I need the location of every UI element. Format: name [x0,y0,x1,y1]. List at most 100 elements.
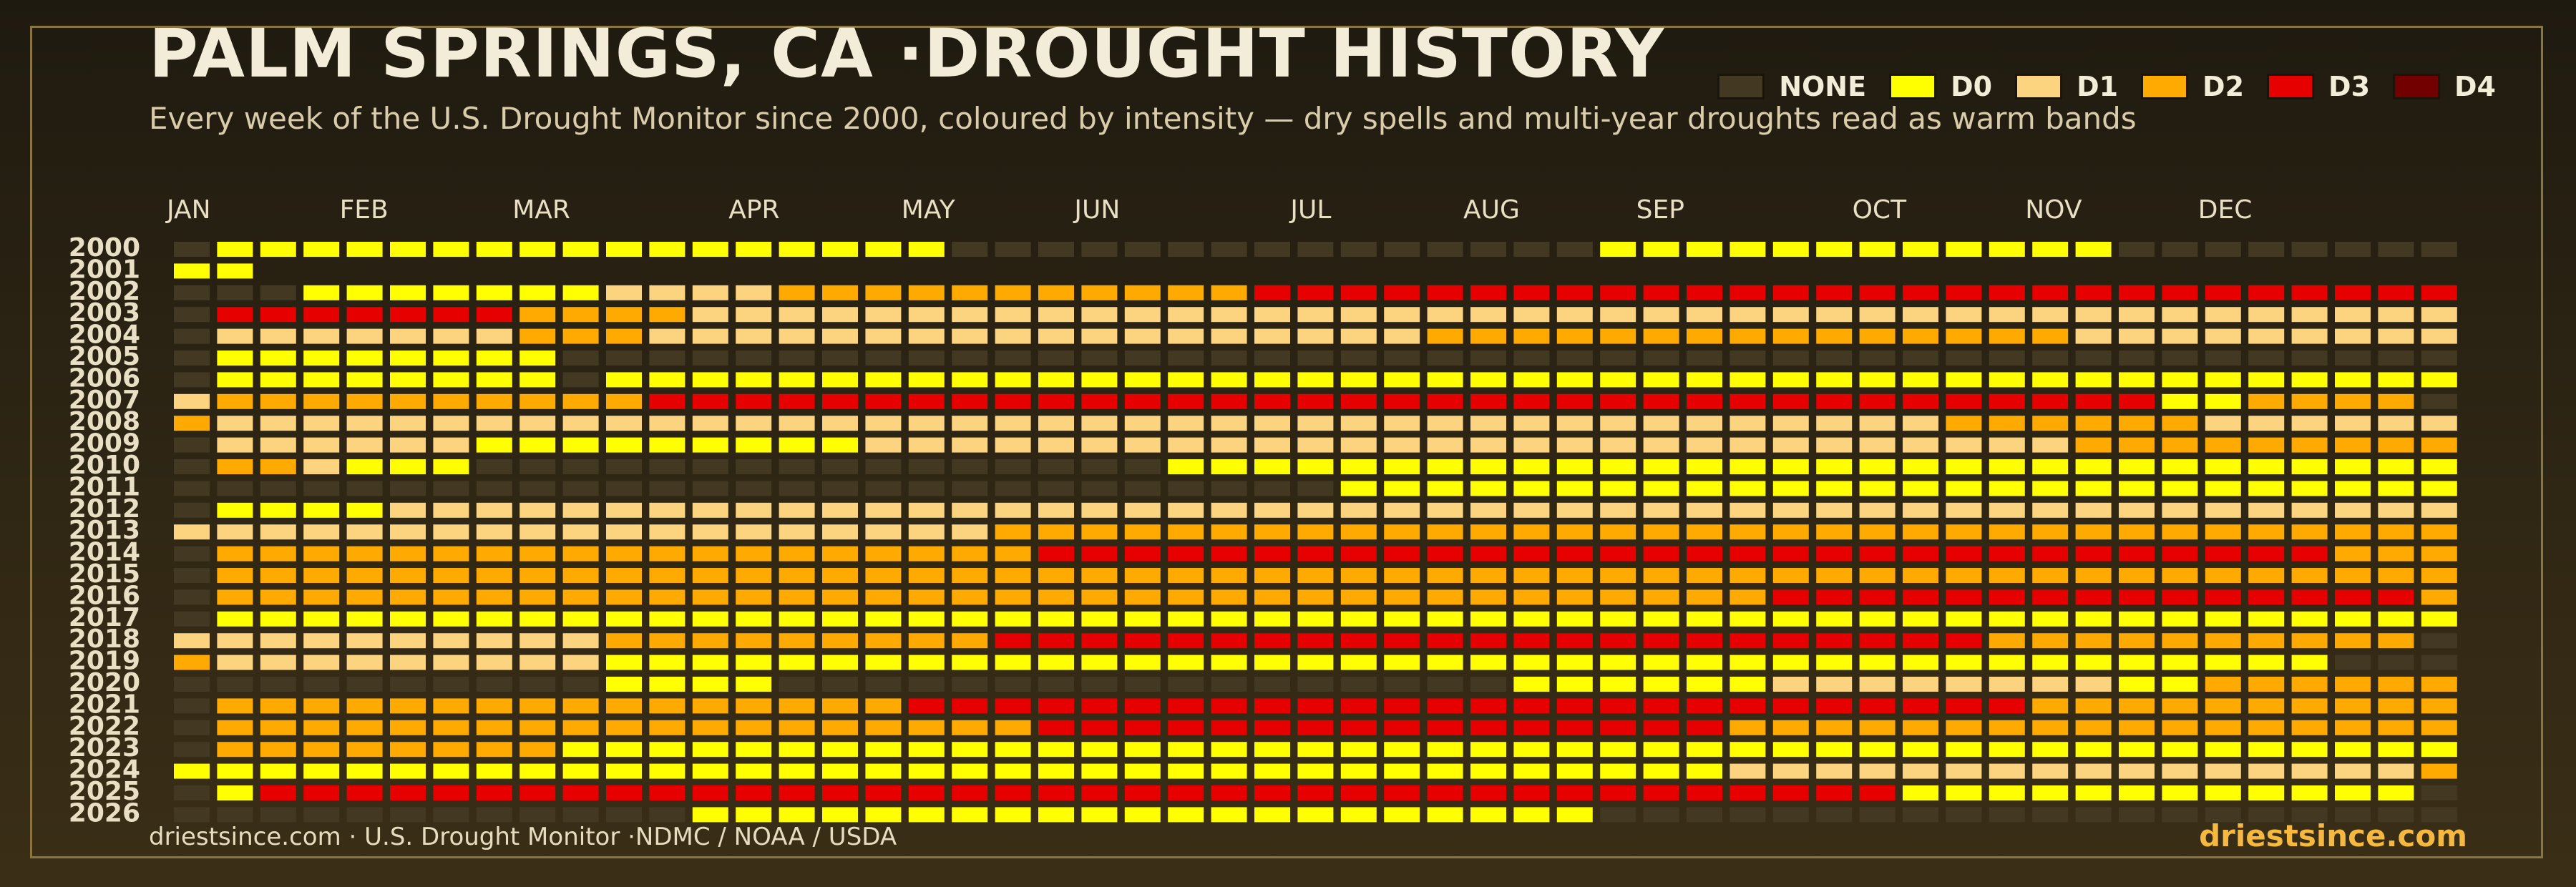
week-cell-2000-30 [1427,242,1463,257]
week-cell-2025-39 [1816,785,1853,800]
week-cell-2017-7 [433,611,469,627]
week-cell-2000-23 [1124,242,1161,257]
week-cell-2000-43 [1989,242,2025,257]
week-cell-2006-47 [2162,372,2198,388]
week-cell-2022-34 [1600,720,1636,735]
week-cell-2014-48 [2205,546,2241,562]
week-cell-2011-47 [2162,481,2198,496]
week-cell-2013-46 [2119,524,2155,540]
week-cell-2022-26 [1254,720,1290,735]
week-cell-2014-41 [1903,546,1938,562]
week-cell-2012-33 [1556,502,1593,518]
week-cell-2005-7 [433,351,469,366]
week-cell-2012-6 [390,502,426,518]
month-label-mar: MAR [512,195,570,225]
week-cell-2008-10 [562,416,599,431]
week-cell-2009-24 [1168,437,1204,453]
week-cell-2011-52 [2378,481,2414,496]
week-cell-2017-25 [1211,611,1247,627]
week-cell-2021-12 [649,698,686,714]
week-cell-2007-6 [390,393,426,409]
week-cell-2017-18 [908,611,945,627]
week-cell-2016-18 [908,589,945,605]
week-cell-2010-35 [1643,459,1679,474]
week-cell-2008-9 [519,416,556,431]
week-cell-2010-52 [2378,459,2414,474]
week-cell-2002-52 [2378,285,2414,300]
week-cell-2021-15 [779,698,815,714]
footer-brand[interactable]: driestsince.com [2199,818,2467,853]
week-cell-2006-17 [865,372,902,388]
week-cell-2015-52 [2378,568,2414,583]
week-cell-2018-53 [2421,633,2457,649]
week-cell-2009-2 [217,437,253,453]
week-cell-2002-46 [2119,285,2155,300]
week-cell-2020-15 [779,677,815,692]
week-cell-2010-3 [260,459,296,474]
week-cell-2003-17 [865,307,902,323]
week-cell-2008-38 [1772,416,1809,431]
week-cell-2023-50 [2291,742,2328,758]
week-cell-2005-29 [1384,351,1420,366]
week-cell-2009-4 [303,437,340,453]
week-cell-2020-43 [1989,677,2025,692]
week-cell-2021-40 [1859,698,1896,714]
week-cell-2026-21 [1038,807,1074,823]
week-cell-2011-7 [433,481,469,496]
week-cell-2005-34 [1600,351,1636,366]
week-cell-2002-41 [1903,285,1938,300]
week-cell-2022-32 [1513,720,1550,735]
week-cell-2002-42 [1946,285,1982,300]
week-cell-2022-7 [433,720,469,735]
week-cell-2011-50 [2291,481,2328,496]
week-cell-2003-19 [952,307,988,323]
week-cell-2025-50 [2291,785,2328,800]
month-label-nov: NOV [2025,195,2082,225]
week-cell-2011-12 [649,481,686,496]
week-cell-2021-37 [1729,698,1766,714]
week-cell-2002-35 [1643,285,1679,300]
week-cell-2018-18 [908,633,945,649]
year-label-2014: 2014 [69,538,140,567]
week-cell-2004-10 [562,328,599,344]
week-cell-2023-30 [1427,742,1463,758]
week-cell-2021-30 [1427,698,1463,714]
week-cell-2005-42 [1946,351,1982,366]
week-cell-2011-36 [1687,481,1722,496]
week-cell-2026-35 [1643,807,1679,823]
week-cell-2021-52 [2378,698,2414,714]
month-label-jul: JUL [1289,195,1331,225]
week-cell-2018-45 [2075,633,2112,649]
week-cell-2026-20 [995,807,1031,823]
week-cell-2007-11 [606,393,642,409]
week-cell-2017-6 [390,611,426,627]
week-cell-2019-47 [2162,655,2198,670]
week-cell-2000-20 [995,242,1031,257]
week-cell-2011-46 [2119,481,2155,496]
week-cell-2009-27 [1297,437,1334,453]
week-cell-2026-5 [346,807,383,823]
week-cell-2024-3 [260,763,296,779]
week-cell-2019-1 [174,655,210,670]
week-cell-2004-4 [303,328,340,344]
week-cell-2021-2 [217,698,253,714]
week-cell-2017-5 [346,611,383,627]
week-cell-2011-53 [2421,481,2457,496]
week-cell-2013-7 [433,524,469,540]
week-cell-2004-7 [433,328,469,344]
week-cell-2008-53 [2421,416,2457,431]
week-cell-2004-5 [346,328,383,344]
week-cell-2025-40 [1859,785,1896,800]
week-cell-2020-22 [1081,677,1118,692]
week-cell-2023-45 [2075,742,2112,758]
week-cell-2019-4 [303,655,340,670]
week-cell-2013-38 [1772,524,1809,540]
week-cell-2006-46 [2119,372,2155,388]
week-cell-2026-44 [2032,807,2069,823]
week-cell-2020-40 [1859,677,1896,692]
week-cell-2013-30 [1427,524,1463,540]
week-cell-2004-8 [476,328,512,344]
week-cell-2005-40 [1859,351,1896,366]
week-cell-2019-24 [1168,655,1204,670]
week-cell-2020-32 [1513,677,1550,692]
